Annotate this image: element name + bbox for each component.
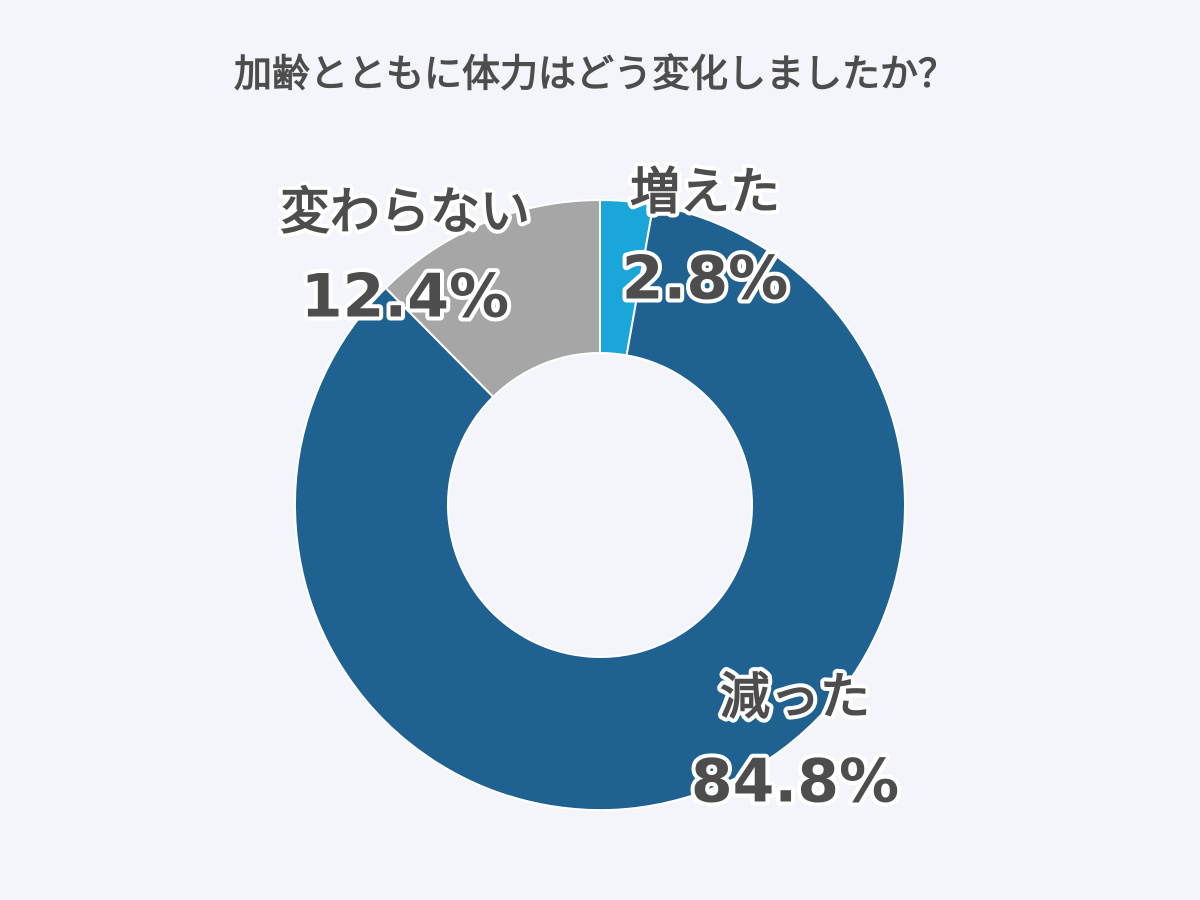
chart-title: 加齢とともに体力はどう変化しましたか？: [234, 52, 956, 96]
donut-slice: [384, 198, 601, 399]
value-label: 84.8%: [691, 747, 899, 817]
value-label: 2.8%: [622, 244, 788, 314]
value-label: 12.4%: [301, 262, 509, 332]
slice-label: 増えた: [630, 163, 780, 221]
slice-label: 変わらない: [280, 183, 530, 241]
slice-label: 減った: [720, 668, 870, 726]
donut-slice: [294, 203, 906, 811]
